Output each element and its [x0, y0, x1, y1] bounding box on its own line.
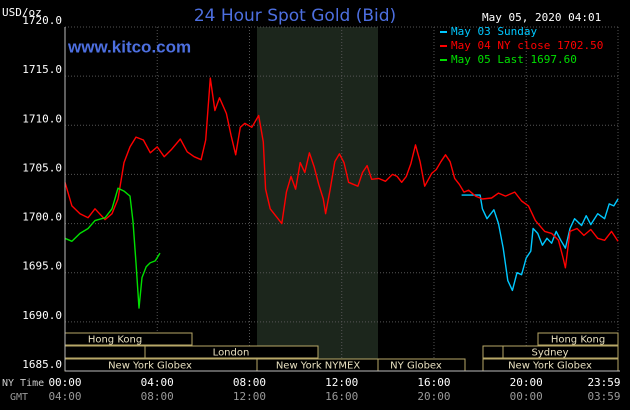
lines [64, 77, 619, 309]
watermark: www.kitco.com [67, 37, 191, 56]
x2-tick-label: 16:00 [325, 390, 358, 403]
session-label: London [213, 348, 250, 359]
session-box [144, 345, 319, 359]
x2-tick-label: 00:00 [510, 390, 543, 403]
y-tick-label: 1710.0 [22, 112, 62, 125]
x-tick-label: 08:00 [233, 376, 266, 389]
legend-label: May 05 Last 1697.60 [451, 53, 577, 66]
y-tick-label: 1700.0 [22, 211, 62, 224]
y-tick-label: 1695.0 [22, 260, 62, 273]
x2-tick-label: 20:00 [417, 390, 450, 403]
series-line [64, 77, 619, 269]
session-box [64, 345, 146, 359]
x-tick-label: 12:00 [325, 376, 358, 389]
x-tick-label: 16:00 [417, 376, 450, 389]
session-label: New York Globex [508, 361, 592, 372]
x2-row-label: GMT [10, 392, 28, 403]
unit-label: USD/oz [2, 6, 42, 19]
x2-tick-label: 04:00 [48, 390, 81, 403]
x2-tick-label: 12:00 [233, 390, 266, 403]
y-tick-label: 1685.0 [22, 358, 62, 371]
x2-tick-label: 03:59 [587, 390, 620, 403]
session-label: NY Globex [390, 361, 442, 372]
session-box [537, 332, 619, 346]
x-tick-label: 23:59 [587, 376, 620, 389]
timestamp: May 05, 2020 04:01 [482, 11, 601, 24]
session-box [502, 345, 619, 359]
session-label: Hong Kong [551, 335, 605, 346]
x-tick-label: 20:00 [510, 376, 543, 389]
chart-title: 24 Hour Spot Gold (Bid) [194, 6, 396, 26]
session-label: Hong Kong [88, 335, 142, 346]
legend-label: May 03 Sunday [451, 25, 537, 38]
x-row-label: NY Time [2, 378, 44, 389]
y-tick-label: 1715.0 [22, 63, 62, 76]
series-line [64, 187, 161, 309]
session-label: Sydney [531, 348, 568, 359]
session-shade [257, 27, 378, 371]
session-label: New York NYMEX [276, 361, 361, 372]
x-tick-label: 04:00 [141, 376, 174, 389]
series-line [461, 194, 619, 292]
y-tick-label: 1690.0 [22, 309, 62, 322]
session-label: New York Globex [108, 361, 192, 372]
y-tick-label: 1705.0 [22, 161, 62, 174]
legend-label: May 04 NY close 1702.50 [451, 39, 603, 52]
session-box [482, 345, 504, 359]
y-tick-label: 1720.0 [22, 14, 62, 27]
x-tick-label: 00:00 [48, 376, 81, 389]
x2-tick-label: 08:00 [141, 390, 174, 403]
